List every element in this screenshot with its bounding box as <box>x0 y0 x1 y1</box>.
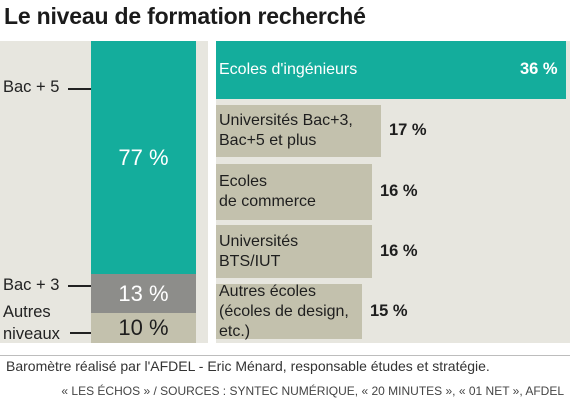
hbar-bar: Autres écoles (écoles de design, etc.) <box>216 282 362 340</box>
footer-divider <box>0 355 570 356</box>
stack-label-tick <box>68 285 91 287</box>
hbar-category-label: Universités BTS/IUT <box>219 232 299 270</box>
chart-title: Le niveau de formation recherché <box>4 3 366 29</box>
panel-divider <box>208 41 216 343</box>
hbar-value-label: 36 % <box>520 60 558 78</box>
stacked-bar-chart: 77 % Bac + 5 13 % Bac + 3 10 % Autres niveaux <box>0 41 210 343</box>
hbar-category-label: Ecoles de commerce <box>219 173 316 210</box>
stack-category-label: Autres niveaux <box>3 303 60 343</box>
footnote: Baromètre réalisé par l'AFDEL - Eric Mén… <box>6 358 490 374</box>
source-credit: « LES ÉCHOS » / SOURCES : SYNTEC NUMÉRIQ… <box>61 384 564 398</box>
stack-label-tick <box>70 332 91 334</box>
stack-category-label: Bac + 3 <box>3 276 60 294</box>
hbar-value-label: 15 % <box>370 301 408 320</box>
chart-panel: 77 % Bac + 5 13 % Bac + 3 10 % Autres niveaux … <box>0 41 570 343</box>
hbar-bar: Universités Bac+3, Bac+5 et plus <box>216 105 381 157</box>
hbar-bar: Universités BTS/IUT <box>216 225 372 278</box>
hbar-bar: Ecoles d'ingénieurs <box>216 41 566 99</box>
hbar-category-label: Ecoles d'ingénieurs <box>219 61 358 78</box>
stack-segment-2: 10 % <box>91 313 196 343</box>
hbar-bar: Ecoles de commerce <box>216 164 372 220</box>
stack-value-label: 10 % <box>118 315 169 340</box>
hbar-value-label: 16 % <box>380 182 418 200</box>
hbar-category-label: Universités Bac+3, Bac+5 et plus <box>219 112 353 149</box>
stack-value-label: 77 % <box>118 144 169 170</box>
stack-segment-1: 13 % <box>91 274 196 313</box>
stack-label-tick <box>68 88 91 90</box>
hbar-category-label: Autres écoles (écoles de design, etc.) <box>219 282 349 340</box>
stack-segment-0: 77 % <box>91 41 196 274</box>
hbar-value-label: 16 % <box>380 241 418 260</box>
stack-category-label: Bac + 5 <box>3 78 60 96</box>
hbar-value-label: 17 % <box>389 121 427 139</box>
stack-value-label: 13 % <box>118 280 169 306</box>
